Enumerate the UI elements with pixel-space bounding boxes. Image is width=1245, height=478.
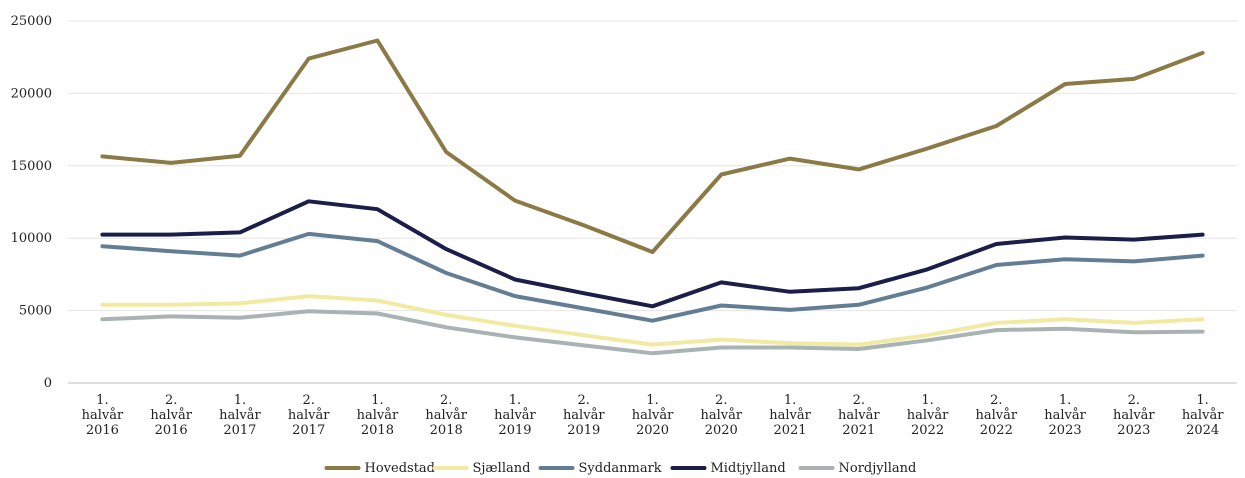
y-tick-label: 10000 — [11, 231, 52, 246]
x-category-label: 2. halvår 2022 — [976, 393, 1018, 438]
y-tick-label: 20000 — [11, 86, 52, 101]
x-category-label: 1. halvår 2022 — [907, 393, 949, 438]
y-tick-label: 0 — [44, 376, 52, 391]
x-category-label: 1. halvår 2024 — [1182, 393, 1224, 438]
x-category-label: 2. halvår 2020 — [700, 393, 742, 438]
legend-label: Syddanmark — [579, 461, 662, 476]
series-line-sj-lland — [100, 294, 1205, 347]
x-category-label: 2. halvår 2019 — [563, 393, 605, 438]
x-category-label: 1. halvår 2020 — [632, 393, 674, 438]
x-category-label: 2. halvår 2023 — [1113, 393, 1155, 438]
y-tick-label: 15000 — [11, 159, 52, 174]
legend-item-syddanmark: Syddanmark — [538, 461, 662, 476]
series-lines — [100, 38, 1205, 356]
x-category-label: 2. halvår 2016 — [150, 393, 192, 438]
x-category-label: 2. halvår 2017 — [288, 393, 330, 438]
legend: Hovedstad Sjælland Syddanmark Midtjylland No… — [324, 461, 917, 476]
legend-label: Nordjylland — [839, 461, 917, 476]
legend-item-midtjylland: Midtjylland — [670, 461, 786, 476]
x-category-label: 1. halvår 2016 — [82, 393, 124, 438]
legend-label: Hovedstad — [365, 461, 436, 476]
legend-label: Sjælland — [473, 461, 531, 476]
x-category-label: 1. halvår 2017 — [219, 393, 261, 438]
legend-item-nordjylland: Nordjylland — [798, 461, 917, 476]
x-category-label: 2. halvår 2018 — [425, 393, 467, 438]
series-line-nordjylland — [100, 309, 1205, 356]
series-line-midtjylland — [100, 199, 1205, 309]
y-tick-label: 25000 — [11, 14, 52, 29]
y-tick-label: 5000 — [19, 304, 52, 319]
x-category-label: 1. halvår 2023 — [1044, 393, 1086, 438]
y-axis-tick-labels: 0 5000 10000 15000 20000 25000 — [11, 14, 52, 391]
x-category-label: 1. halvår 2018 — [357, 393, 399, 438]
x-axis-category-labels: 1. halvår 2016 2. halvår 2016 1. halvår 2017 2. ha… — [82, 393, 1225, 438]
x-category-label: 2. halvår 2021 — [838, 393, 880, 438]
x-category-label: 1. halvår 2021 — [769, 393, 811, 438]
legend-item-hovedstad: Hovedstad — [324, 461, 436, 476]
x-category-label: 1. halvår 2019 — [494, 393, 536, 438]
legend-label: Midtjylland — [711, 461, 786, 476]
series-line-hovedstad — [100, 38, 1205, 254]
gridlines — [68, 20, 1237, 384]
legend-item-sj-lland: Sjælland — [432, 461, 531, 476]
series-line-syddanmark — [100, 231, 1205, 323]
